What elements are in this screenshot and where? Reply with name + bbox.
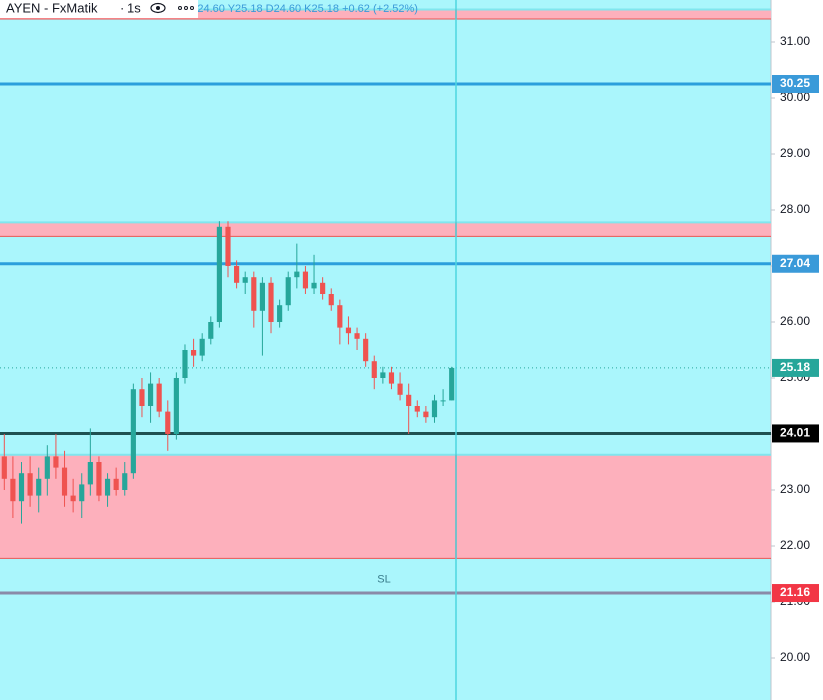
candle-body <box>380 372 386 378</box>
interval: 1s <box>127 0 141 15</box>
candle-body <box>406 394 412 406</box>
candle-body <box>87 462 93 485</box>
candle-body <box>147 383 154 406</box>
eye-icon[interactable] <box>150 2 166 14</box>
candle-body <box>199 338 205 356</box>
candle-body <box>285 277 291 306</box>
candle-body <box>182 350 188 378</box>
price-label-bg <box>772 584 819 603</box>
candle-body <box>251 277 257 311</box>
price-label: 30.25 <box>780 76 810 90</box>
candle-body <box>44 456 50 479</box>
candle-body <box>70 495 76 502</box>
plot-background <box>0 0 771 700</box>
price-label: 25.18 <box>780 360 810 374</box>
candle-body <box>388 372 395 384</box>
candle-body <box>139 389 145 406</box>
y-tick-label: 20.00 <box>780 650 810 664</box>
candle-body <box>363 338 369 362</box>
candle-body <box>277 305 283 322</box>
candle-body <box>397 383 403 395</box>
candle-body <box>36 478 42 496</box>
candle-body <box>1 456 7 479</box>
candle-body <box>18 473 25 502</box>
candle-body <box>113 478 119 490</box>
candle-body <box>414 406 420 412</box>
candle-body <box>337 305 343 328</box>
candle-body <box>268 282 274 322</box>
candle-body <box>259 282 265 311</box>
candle-body <box>423 411 429 418</box>
symbol: AYEN - FxMatik <box>6 0 98 15</box>
candle-body <box>294 271 300 278</box>
candle-body <box>104 478 111 496</box>
separator-dot: · <box>120 0 124 15</box>
candle-body <box>302 271 309 289</box>
candle-body <box>320 282 326 294</box>
zone <box>0 454 771 559</box>
candle-body <box>96 462 102 496</box>
ohlc-text: A24.60 Y25.18 D24.60 K25.18 +0.62 (+2.52… <box>190 3 418 15</box>
candle-body <box>191 350 197 356</box>
zone <box>0 222 771 237</box>
candle-body <box>10 478 16 502</box>
price-label: 27.04 <box>780 256 810 270</box>
y-tick-label: 28.00 <box>780 202 810 216</box>
price-label-bg <box>772 424 819 443</box>
price-label-bg <box>772 358 819 377</box>
candle-body <box>130 389 136 474</box>
candle-body <box>216 226 222 322</box>
zone <box>0 9 771 20</box>
more-icon[interactable] <box>178 6 194 10</box>
y-tick-label: 30.00 <box>780 90 810 104</box>
candle-body <box>449 367 455 401</box>
price-label: 21.16 <box>780 585 810 599</box>
candle-body <box>371 361 377 378</box>
candle-body <box>165 411 171 434</box>
price-label-bg <box>772 254 819 273</box>
candle-body <box>225 226 231 266</box>
candle-body <box>354 333 360 339</box>
candle-body <box>53 456 59 468</box>
candle-body <box>328 294 334 306</box>
header-box <box>0 0 198 18</box>
y-tick-label: 23.00 <box>780 482 810 496</box>
candle-body <box>311 282 317 289</box>
candle-body <box>440 400 446 402</box>
y-tick-label: 29.00 <box>780 146 810 160</box>
candle-body <box>242 277 248 283</box>
y-tick-label: 31.00 <box>780 34 810 48</box>
annotation: SL <box>377 574 390 586</box>
candle-body <box>61 467 68 496</box>
y-tick-label: 26.00 <box>780 314 810 328</box>
axis-background <box>771 0 823 700</box>
candle-body <box>173 378 179 434</box>
layer: 31.0030.0029.0028.0027.0026.0025.0024.00… <box>0 8 810 664</box>
candle-body <box>234 266 240 283</box>
candle-body <box>208 322 214 339</box>
price-label: 24.01 <box>780 426 810 440</box>
candle-body <box>156 383 162 412</box>
candle-body <box>122 473 128 490</box>
candle-body <box>27 473 33 496</box>
candle-body <box>79 484 85 502</box>
candle-body <box>345 327 352 334</box>
candle-body <box>431 400 438 418</box>
y-tick-label: 22.00 <box>780 538 810 552</box>
price-label-bg <box>772 75 819 93</box>
